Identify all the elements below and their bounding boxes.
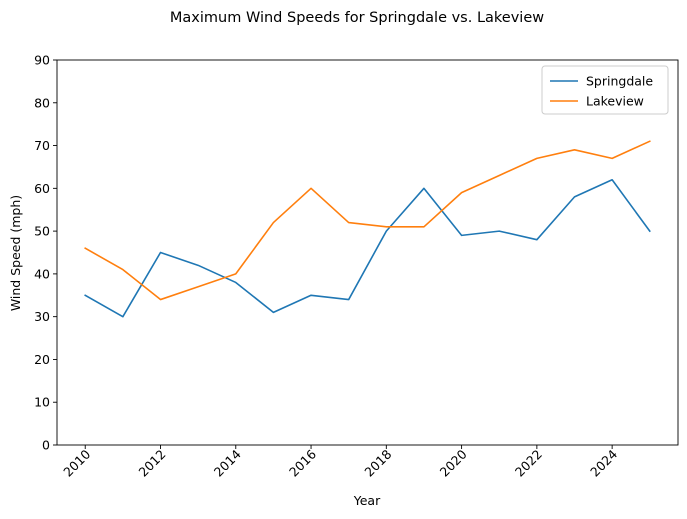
chart-title: Maximum Wind Speeds for Springdale vs. L… <box>170 10 544 26</box>
x-tick-label: 2012 <box>136 447 169 480</box>
y-tick-label: 30 <box>34 309 50 324</box>
series-line-lakeview <box>84 140 651 301</box>
plot-frame <box>56 59 679 446</box>
y-tick-label: 90 <box>34 53 50 68</box>
y-tick-label: 20 <box>34 352 50 367</box>
series-line-springdale <box>84 178 651 318</box>
legend: Springdale Lakeview <box>541 65 669 115</box>
y-tick-label: 10 <box>34 395 50 410</box>
x-tick-label: 2020 <box>437 446 470 479</box>
y-tick-label: 40 <box>34 266 50 281</box>
legend-box <box>541 65 669 115</box>
x-tick-label: 2024 <box>587 446 620 479</box>
x-tick-label: 2016 <box>286 446 319 479</box>
x-tick-label: 2010 <box>60 446 93 479</box>
x-tick-label: 2014 <box>211 446 244 479</box>
legend-label-springdale: Springdale <box>586 74 653 89</box>
x-tick-label: 2018 <box>361 446 394 479</box>
x-axis-label: Year <box>353 493 381 508</box>
y-tick-label: 70 <box>34 138 50 153</box>
x-tick-label: 2022 <box>512 447 545 480</box>
y-tick-label: 80 <box>34 95 50 110</box>
y-tick-label: 50 <box>34 224 50 239</box>
y-axis-label: Wind Speed (mph) <box>8 195 23 311</box>
plot-area: 0 10 20 30 40 50 60 70 80 90 2010 2012 2014 2016 2018 2… <box>34 53 679 480</box>
y-tick-label: 0 <box>42 438 50 453</box>
y-tick-label: 60 <box>34 181 50 196</box>
legend-label-lakeview: Lakeview <box>586 94 644 109</box>
